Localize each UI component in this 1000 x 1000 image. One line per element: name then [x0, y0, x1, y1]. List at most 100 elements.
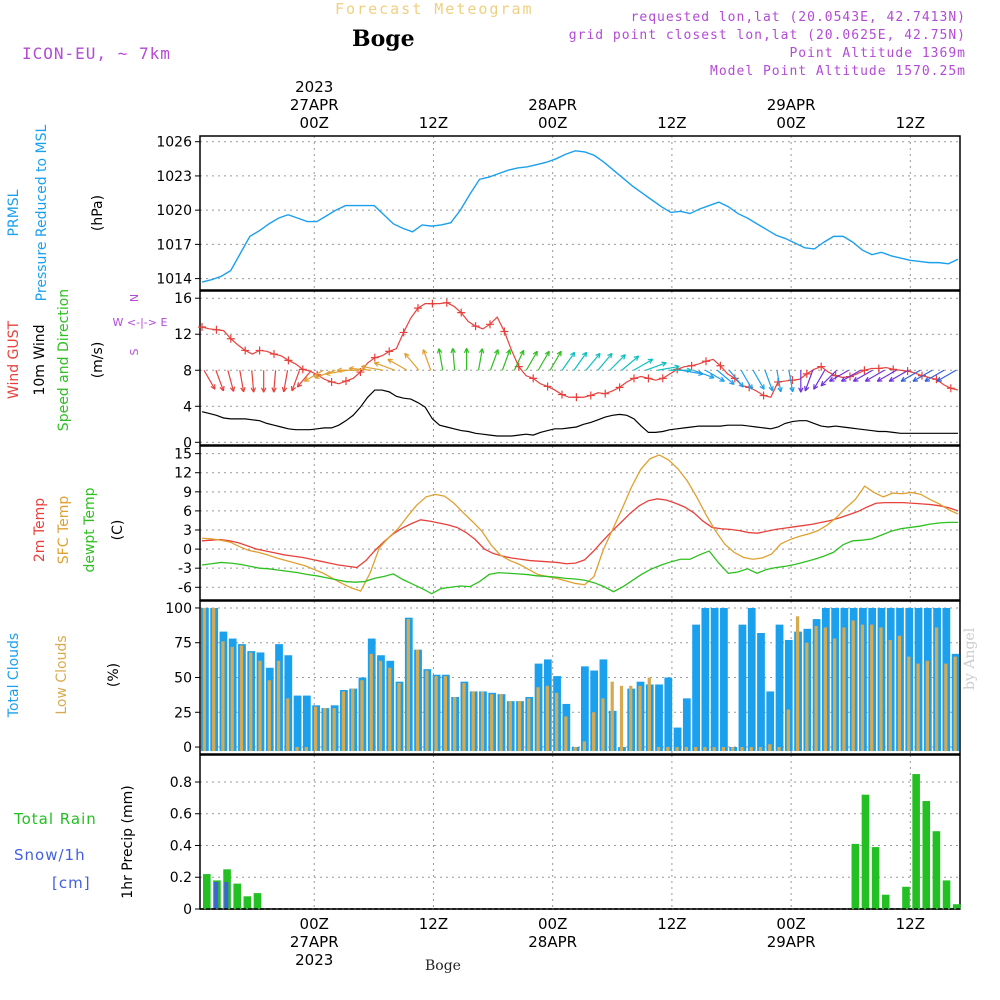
- total-cloud-bar: [581, 666, 589, 752]
- snow-bar: [224, 882, 229, 909]
- wind-arrow-head: [556, 350, 562, 357]
- low-cloud-bar: [712, 747, 716, 752]
- top-time-label: 00Z: [300, 114, 329, 132]
- wind-arrow-head: [820, 380, 826, 387]
- bottom-time-label: 00Z: [776, 915, 805, 933]
- requested-coords: requested lon,lat (20.0543E, 42.7413N): [630, 10, 966, 25]
- wind-arrow: [900, 369, 921, 382]
- legend-snow-unit: [cm]: [52, 874, 91, 892]
- wind-arrow: [728, 369, 744, 388]
- total-cloud-bar: [747, 607, 756, 752]
- wind-arrow-head: [719, 376, 725, 382]
- low-cloud-bar: [907, 656, 911, 752]
- low-cloud-bar: [230, 646, 234, 752]
- top-time-label: 00Z: [538, 114, 567, 132]
- y-tick-label: 12: [174, 327, 192, 343]
- gust-marker: [716, 361, 725, 370]
- low-cloud-bar: [934, 627, 939, 752]
- gust-marker: [874, 364, 883, 373]
- y-tick-label: 100: [165, 601, 192, 617]
- wind-arrow: [549, 350, 562, 371]
- wind-arrow-head: [595, 352, 601, 359]
- gust-marker: [558, 390, 566, 399]
- wind-arrow: [841, 369, 861, 382]
- panel-frame-clouds: [199, 600, 961, 755]
- low-cloud-bar: [629, 685, 633, 752]
- wind-arrow-head: [804, 385, 810, 392]
- gust-marker: [802, 369, 811, 378]
- wind-arrow-head: [829, 376, 835, 382]
- low-cloud-bar: [758, 747, 763, 752]
- panel-frame-temperature: [199, 445, 961, 601]
- gust-marker: [270, 350, 278, 359]
- low-cloud-bar: [833, 638, 837, 752]
- temp-ylabel: dewpt Temp: [82, 487, 98, 572]
- gust-marker: [198, 323, 206, 332]
- gust-marker: [385, 347, 394, 356]
- gust-marker: [543, 382, 552, 391]
- wind-arrow: [501, 349, 511, 371]
- wind-arrow: [585, 353, 601, 371]
- wind-arrow-head: [336, 367, 342, 373]
- low-cloud-bar: [870, 624, 874, 752]
- gust-marker: [615, 383, 624, 392]
- wind-arrow-head: [505, 349, 512, 355]
- y-tick-label: 0.8: [170, 775, 192, 791]
- model-label: ICON-EU, ~ 7km: [22, 44, 171, 63]
- wind-arrow-head: [768, 385, 774, 392]
- temp-ylabel: SFC Temp: [56, 496, 72, 565]
- gust-marker: [946, 384, 955, 393]
- y-tick-label: 0: [183, 740, 192, 756]
- low-cloud-bar: [694, 747, 698, 752]
- low-cloud-bar: [786, 709, 790, 752]
- low-cloud-bar: [545, 685, 549, 752]
- wind-arrow: [325, 369, 348, 375]
- gust-marker: [630, 374, 638, 383]
- wind-arrow-head: [924, 376, 931, 382]
- gust-line: [201, 302, 959, 398]
- wind-arrow-head: [387, 358, 393, 364]
- total-cloud-bar: [720, 607, 728, 752]
- pressure-ylabel: Pressure Reduced to MSL: [34, 124, 50, 301]
- wind-arrow: [693, 369, 715, 379]
- top-time-label: 12Z: [419, 114, 448, 132]
- low-cloud-bar: [666, 747, 670, 752]
- wind-arrow-head: [607, 352, 613, 359]
- wind-arrow-head: [852, 376, 859, 382]
- low-cloud-bar: [202, 607, 207, 752]
- pressure-line: [201, 150, 959, 283]
- rain-bar: [233, 883, 241, 909]
- low-cloud-bar: [814, 626, 818, 752]
- low-cloud-bar: [332, 708, 336, 752]
- low-cloud-bar: [564, 716, 568, 752]
- y-tick-label: 0: [183, 542, 192, 558]
- low-cloud-bar: [425, 670, 429, 752]
- total-cloud-bar: [692, 624, 700, 752]
- wind-ylabel: (m/s): [90, 342, 106, 379]
- wind-arrow-head: [936, 376, 942, 382]
- gust-marker: [370, 353, 379, 362]
- wind-arrow: [853, 369, 873, 382]
- compass-we: W <-|-> E: [113, 316, 168, 329]
- rain-bar: [902, 886, 910, 909]
- y-tick-label: 1017: [156, 237, 192, 253]
- wind-arrow-head: [348, 365, 355, 372]
- low-cloud-bar: [527, 698, 531, 752]
- bottom-time-label: 12Z: [896, 915, 925, 933]
- low-cloud-bar: [249, 652, 253, 752]
- wind-arrow-head: [900, 376, 907, 382]
- wind-arrow: [820, 369, 838, 387]
- top-time-label: 00Z: [776, 114, 805, 132]
- low-cloud-bar: [675, 747, 679, 752]
- wind-arrow-head: [404, 352, 410, 359]
- wind-arrow-head: [647, 358, 654, 364]
- temp-sfc-line: [201, 454, 959, 592]
- gust-marker: [500, 327, 509, 336]
- wind-ylabel: Speed and Direction: [56, 289, 72, 431]
- wind-arrow-head: [450, 348, 456, 354]
- low-cloud-bar: [740, 747, 744, 752]
- rain-bar: [942, 880, 951, 909]
- wind-arrow: [865, 369, 885, 382]
- gust-marker: [327, 377, 336, 386]
- total-cloud-bar: [682, 698, 691, 752]
